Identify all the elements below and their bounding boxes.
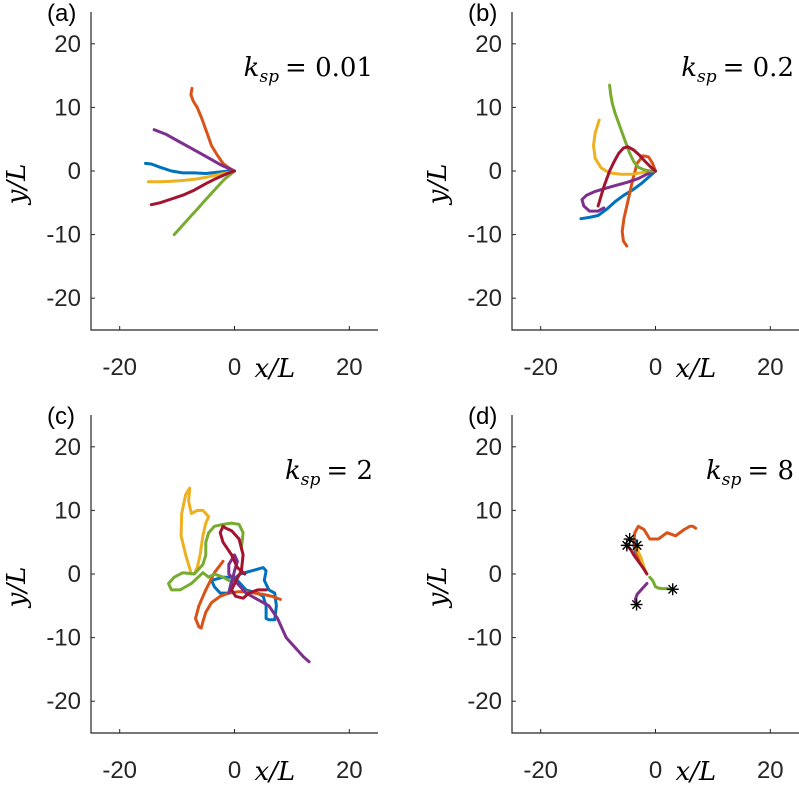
x-tick-label: 0 [228,757,241,784]
y-tick-label: -20 [46,688,81,715]
endpoint-marker [631,539,644,552]
x-tick-label: 20 [336,757,363,784]
y-tick-label: 10 [54,94,81,121]
k-sp-annotation: ksp = 8 [706,456,794,490]
x-axis-label: x/L [676,354,717,384]
endpoint-marker [630,598,643,611]
x-axis-label: x/L [255,354,296,384]
axis-lines [511,415,799,734]
k-sp-annotation: ksp = 0.2 [681,53,794,87]
y-tick-label: 10 [475,497,502,524]
axis-lines [90,12,378,331]
trajectory-4 [633,582,649,606]
trajectory-3 [592,118,657,176]
trajectory-5 [648,575,675,591]
trajectory-6 [596,145,657,208]
y-tick-label: -20 [467,688,502,715]
trajectory-6 [149,169,236,207]
axis-lines [511,12,799,331]
k-sp-annotation: ksp = 2 [285,456,373,490]
endpoint-marker [666,583,679,596]
trajectory-3 [179,486,211,576]
trajectory-6 [218,524,268,600]
y-tick-label: 20 [54,434,81,461]
panel-d: (d) 20 10 0 -10 -20 -20 0 20 x/L y/L ksp = 8 [423,403,799,787]
y-tick-label: -10 [467,222,502,249]
x-tick-label: 20 [757,757,784,784]
panel-label: (a) [47,0,76,27]
trajectory-2 [632,524,698,566]
y-tick-label: -20 [467,285,502,312]
x-tick-label: -20 [102,757,137,784]
panel-label: (b) [468,0,497,27]
trajectory-1 [144,161,236,175]
y-axis-label: y/L [423,567,453,609]
y-tick-label: -10 [467,625,502,652]
x-axis-label: x/L [255,757,296,787]
trajectory-2 [189,86,236,173]
trajectory-4 [227,553,311,664]
y-axis-label: y/L [2,567,32,609]
y-tick-label: 0 [68,561,81,588]
x-axis-label: x/L [676,757,717,787]
x-tick-label: -20 [102,354,137,381]
y-tick-label: -10 [46,625,81,652]
y-tick-label: 10 [54,497,81,524]
trajectory-5 [172,169,236,237]
x-tick-label: -20 [523,354,558,381]
x-tick-label: 0 [649,757,662,784]
x-tick-label: 20 [336,354,363,381]
trajectory-4 [580,169,657,213]
x-tick-label: -20 [523,757,558,784]
panel-a: (a) 20 10 0 -10 -20 -20 0 20 x/L y/L ksp = 0.01 [2,0,378,384]
x-tick-label: 20 [757,354,784,381]
k-sp-annotation: ksp = 0.01 [244,53,373,87]
y-tick-label: 20 [475,31,502,58]
trajectory-1 [579,169,657,221]
y-tick-label: 10 [475,94,502,121]
y-tick-label: 0 [489,158,502,185]
panel-label: (d) [468,403,497,430]
x-tick-label: 0 [649,354,662,381]
y-tick-label: -10 [46,222,81,249]
trajectory-5 [608,83,657,173]
panel-label: (c) [47,403,75,430]
panel-c: (c) 20 10 0 -10 -20 -20 0 20 x/L y/L ksp = 2 [2,403,378,787]
y-axis-label: y/L [423,164,453,206]
y-tick-label: 20 [475,434,502,461]
trajectory-5 [167,521,245,592]
trajectory-4 [152,128,236,173]
y-tick-label: -20 [46,285,81,312]
endpoint-marker [620,539,633,552]
x-tick-label: 0 [228,354,241,381]
trajectory-2 [620,154,657,248]
y-axis-label: y/L [2,164,32,206]
y-tick-label: 20 [54,31,81,58]
trajectory-2 [194,559,282,630]
y-tick-label: 0 [68,158,81,185]
y-tick-label: 0 [489,561,502,588]
panel-b: (b) 20 10 0 -10 -20 -20 0 20 x/L y/L ksp = 0.2 [423,0,799,384]
axis-lines [90,415,378,734]
